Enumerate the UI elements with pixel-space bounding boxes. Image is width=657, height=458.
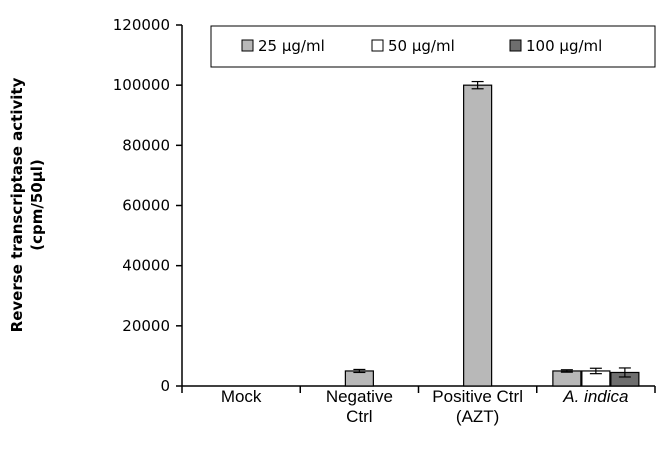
y-axis-title: Reverse transcriptase activity (cpm/50µl) [8, 77, 46, 332]
bar [344, 370, 374, 387]
category-label: (AZT) [456, 407, 499, 426]
legend-swatch [371, 39, 384, 52]
category-label: Mock [221, 387, 262, 406]
y-tick-label: 60000 [122, 197, 170, 215]
y-tick-label: 0 [160, 377, 170, 395]
legend-label: 100 µg/ml [526, 37, 602, 55]
legend-swatch [241, 39, 254, 52]
y-tick-label: 120000 [113, 16, 170, 34]
y-axis: 0 20000 40000 60000 80000 100000 120000 [113, 16, 183, 395]
bar [552, 370, 582, 387]
y-tick-label: 100000 [113, 76, 170, 94]
y-tick-label: 80000 [122, 136, 170, 154]
legend-label: 50 µg/ml [388, 37, 455, 55]
bar [463, 84, 493, 387]
y-axis-label: (cpm/50µl) [28, 159, 46, 251]
category-label: Positive Ctrl [432, 387, 523, 406]
bars [344, 80, 640, 387]
y-tick-label: 40000 [122, 257, 170, 275]
y-axis-label: Reverse transcriptase activity [8, 77, 26, 332]
legend-box [210, 25, 656, 68]
legend-swatch [509, 39, 522, 52]
legend-label: 25 µg/ml [258, 37, 325, 55]
legend: 25 µg/ml 50 µg/ml 100 µg/ml [210, 25, 656, 68]
y-tick-label: 20000 [122, 317, 170, 335]
category-label: Ctrl [346, 407, 372, 426]
category-label: A. indica [562, 387, 628, 406]
category-label: Negative [326, 387, 393, 406]
